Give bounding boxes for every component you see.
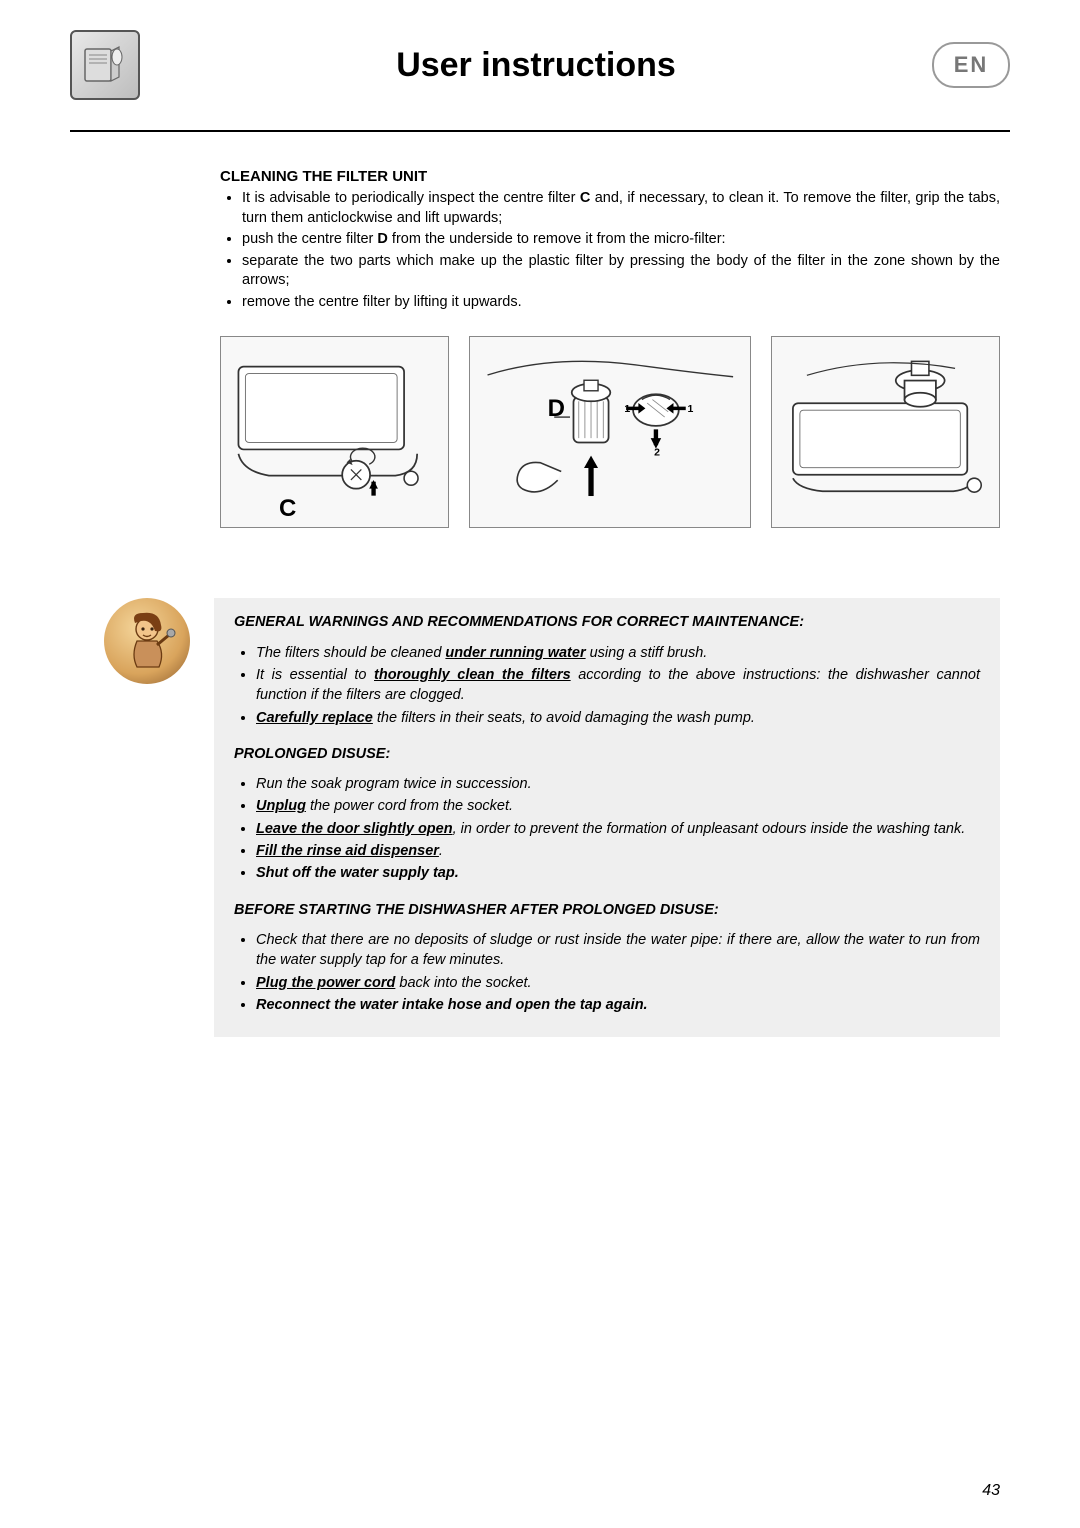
header-left xyxy=(70,30,140,100)
emph: Leave the door slightly open xyxy=(256,821,453,837)
emph: Carefully replace xyxy=(256,710,373,726)
list-item: Fill the rinse aid dispenser. xyxy=(256,841,980,861)
text: Check that there are no deposits of slud… xyxy=(256,932,980,968)
bold-letter: D xyxy=(377,231,387,247)
tip-heading-disuse: PROLONGED DISUSE: xyxy=(234,744,980,764)
text: remove the centre filter by lifting it u… xyxy=(242,294,522,310)
dishwasher-book-icon xyxy=(81,41,129,89)
text: Run the soak program twice in succession… xyxy=(256,776,532,792)
list-item: The filters should be cleaned under runn… xyxy=(256,643,980,663)
list-item: Run the soak program twice in succession… xyxy=(256,774,980,794)
list-item: remove the centre filter by lifting it u… xyxy=(242,293,1000,313)
text: , in order to prevent the formation of u… xyxy=(453,821,966,837)
figure-d: 1 1 2 D xyxy=(469,336,752,528)
text: from the underside to remove it from the… xyxy=(388,231,726,247)
text: The filters should be cleaned xyxy=(256,645,445,661)
maintenance-tip-row: GENERAL WARNINGS AND RECOMMENDATIONS FOR… xyxy=(220,598,1000,1037)
list-item: separate the two parts which make up the… xyxy=(242,252,1000,291)
emph: Reconnect the water intake hose and open… xyxy=(256,997,648,1013)
figure-label-d: D xyxy=(548,395,565,423)
text: using a stiff brush. xyxy=(586,645,708,661)
cleaning-instructions-list: It is advisable to periodically inspect … xyxy=(220,189,1000,312)
manual-page: User instructions EN CLEANING THE FILTER… xyxy=(0,0,1080,1528)
list-item: Plug the power cord back into the socket… xyxy=(256,973,980,993)
text: push the centre filter xyxy=(242,231,377,247)
list-item: It is essential to thoroughly clean the … xyxy=(256,665,980,706)
page-number: 43 xyxy=(982,1482,1000,1500)
list-item: Reconnect the water intake hose and open… xyxy=(256,995,980,1015)
emph: Unplug xyxy=(256,798,306,814)
text: the power cord from the socket. xyxy=(306,798,513,814)
list-item: Shut off the water supply tap. xyxy=(256,863,980,883)
header-rule xyxy=(70,130,1010,132)
language-badge: EN xyxy=(932,42,1010,88)
list-item: Leave the door slightly open, in order t… xyxy=(256,819,980,839)
tip-list-general: The filters should be cleaned under runn… xyxy=(234,643,980,728)
filter-press-diagram-icon: 1 1 2 xyxy=(470,337,751,527)
manual-icon xyxy=(70,30,140,100)
text: . xyxy=(439,843,443,859)
figure-strip: C 1 xyxy=(220,336,1000,528)
figure-c: C xyxy=(220,336,449,528)
text: separate the two parts which make up the… xyxy=(242,253,1000,289)
list-item: Unplug the power cord from the socket. xyxy=(256,796,980,816)
filter-replace-diagram-icon xyxy=(772,337,999,527)
list-item: push the centre filter D from the unders… xyxy=(242,230,1000,250)
section-heading-cleaning: CLEANING THE FILTER UNIT xyxy=(220,168,1000,185)
tip-heading-restart: BEFORE STARTING THE DISHWASHER AFTER PRO… xyxy=(234,900,980,920)
main-content: CLEANING THE FILTER UNIT It is advisable… xyxy=(70,168,1010,1037)
filter-tray-diagram-icon xyxy=(221,337,448,527)
maintenance-character-icon xyxy=(104,598,190,684)
svg-text:1: 1 xyxy=(687,403,693,415)
list-item: Carefully replace the filters in their s… xyxy=(256,708,980,728)
emph: Plug the power cord xyxy=(256,975,395,991)
text: the filters in their seats, to avoid dam… xyxy=(373,710,755,726)
text: back into the socket. xyxy=(395,975,531,991)
page-title: User instructions xyxy=(140,46,932,85)
bold-letter: C xyxy=(580,190,590,206)
svg-text:2: 2 xyxy=(654,447,660,459)
figure-label-c: C xyxy=(279,495,296,523)
figure-replace xyxy=(771,336,1000,528)
tip-icon-column xyxy=(70,598,190,684)
list-item: It is advisable to periodically inspect … xyxy=(242,189,1000,228)
emph: under running water xyxy=(445,645,585,661)
emph: Fill the rinse aid dispenser xyxy=(256,843,439,859)
emph: Shut off the water supply tap. xyxy=(256,865,459,881)
maintenance-tip-box: GENERAL WARNINGS AND RECOMMENDATIONS FOR… xyxy=(214,598,1000,1037)
text: It is advisable to periodically inspect … xyxy=(242,190,580,206)
page-header: User instructions EN xyxy=(70,30,1010,100)
tip-heading-general: GENERAL WARNINGS AND RECOMMENDATIONS FOR… xyxy=(234,612,980,632)
list-item: Check that there are no deposits of slud… xyxy=(256,930,980,971)
tip-list-disuse: Run the soak program twice in succession… xyxy=(234,774,980,883)
emph: thoroughly clean the filters xyxy=(374,667,571,683)
person-cleaning-icon xyxy=(111,605,183,677)
tip-list-restart: Check that there are no deposits of slud… xyxy=(234,930,980,1015)
text: It is essential to xyxy=(256,667,374,683)
